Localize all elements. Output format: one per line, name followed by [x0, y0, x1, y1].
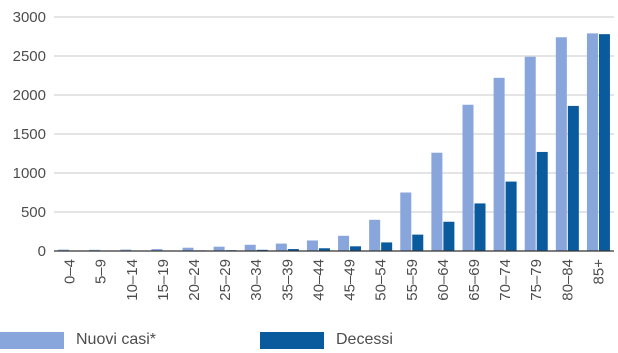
- x-tick-label: 30–34: [248, 259, 265, 301]
- x-tick-label: 50–54: [373, 259, 390, 301]
- bar-nuovi-casi-3: [151, 249, 163, 251]
- x-tick-label: 75–79: [528, 259, 545, 301]
- bar-nuovi-casi-2: [120, 249, 132, 251]
- y-tick-label: 1000: [13, 165, 46, 182]
- x-tick-label: 45–49: [342, 259, 359, 301]
- bar-nuovi-casi-4: [182, 247, 194, 251]
- x-tick-label: 85+: [590, 259, 607, 285]
- bar-nuovi-casi-11: [400, 192, 412, 251]
- bar-decessi-13: [474, 203, 486, 251]
- x-tick-label: 55–59: [404, 259, 421, 301]
- legend-item-nuovi-casi: Nuovi casi*: [0, 330, 156, 350]
- bar-nuovi-casi-0: [58, 249, 70, 251]
- bar-nuovi-casi-9: [338, 235, 350, 251]
- legend-item-decessi: Decessi: [260, 330, 393, 350]
- legend-label-nuovi-casi: Nuovi casi*: [76, 331, 157, 348]
- y-axis-tick-labels: 0 500 1000 1500 2000 2500 3000: [13, 9, 46, 260]
- x-tick-label: 5–9: [93, 259, 110, 284]
- x-tick-label: 0–4: [62, 259, 79, 284]
- bar-decessi-10: [381, 242, 393, 251]
- bar-decessi-12: [443, 221, 455, 251]
- legend-swatch-nuovi-casi: [0, 331, 64, 349]
- bar-nuovi-casi-7: [275, 243, 287, 251]
- x-tick-label: 70–74: [497, 259, 514, 301]
- bar-decessi-7: [287, 249, 299, 251]
- bar-nuovi-casi-12: [431, 152, 443, 251]
- bar-nuovi-casi-8: [306, 240, 318, 251]
- legend-label-decessi: Decessi: [336, 331, 393, 348]
- bars: [58, 33, 610, 251]
- y-tick-label: 2500: [13, 48, 46, 65]
- bar-nuovi-casi-15: [524, 56, 536, 251]
- x-tick-label: 15–19: [155, 259, 172, 301]
- bar-decessi-8: [318, 248, 330, 251]
- bar-nuovi-casi-16: [555, 37, 567, 251]
- bar-decessi-11: [412, 234, 424, 251]
- bar-decessi-14: [505, 181, 517, 251]
- x-tick-label: 80–84: [559, 259, 576, 301]
- y-tick-label: 2000: [13, 87, 46, 104]
- bar-decessi-16: [567, 105, 579, 251]
- bar-nuovi-casi-17: [586, 33, 598, 251]
- x-axis-tick-labels: 0–4 5–9 10–14 15–19 20–24 25–29 30–34 35–39 40–4…: [62, 259, 608, 301]
- x-tick-label: 40–44: [310, 259, 327, 301]
- y-tick-label: 0: [38, 243, 46, 260]
- legend: Nuovi casi* Decessi: [0, 330, 618, 350]
- bar-decessi-17: [598, 34, 610, 251]
- bar-nuovi-casi-6: [244, 244, 256, 251]
- y-tick-label: 1500: [13, 126, 46, 143]
- x-tick-label: 60–64: [435, 259, 452, 301]
- bar-nuovi-casi-10: [369, 219, 381, 251]
- y-tick-label: 3000: [13, 9, 46, 26]
- x-tick-label: 10–14: [124, 259, 141, 301]
- bar-decessi-9: [350, 246, 362, 251]
- x-tick-label: 65–69: [466, 259, 483, 301]
- x-tick-label: 20–24: [186, 259, 203, 301]
- legend-swatch-decessi: [260, 331, 324, 349]
- x-tick-label: 25–29: [217, 259, 234, 301]
- gridlines: [54, 16, 614, 213]
- bar-decessi-15: [536, 151, 548, 251]
- y-tick-label: 500: [21, 204, 46, 221]
- bar-chart: 0 500 1000 1500 2000 2500 3000 0–4 5–9 10–14 15–1…: [13, 9, 614, 301]
- x-tick-label: 35–39: [279, 259, 296, 301]
- bar-nuovi-casi-13: [462, 104, 474, 251]
- bar-nuovi-casi-5: [213, 246, 225, 251]
- bar-nuovi-casi-14: [493, 77, 505, 251]
